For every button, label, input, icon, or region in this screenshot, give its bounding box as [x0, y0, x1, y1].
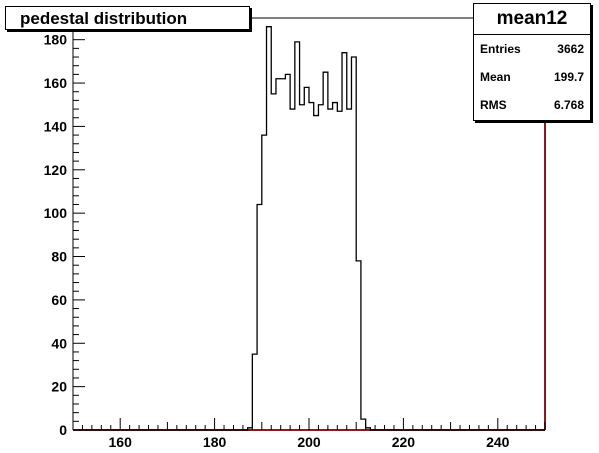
y-axis: 0 20 40 60 80 100 120 140 160 180: [44, 21, 85, 438]
histogram-line: [73, 26, 545, 431]
stats-name: mean12: [474, 4, 590, 35]
stats-row-mean: Mean 199.7: [474, 63, 590, 91]
x-tick-label: 180: [203, 434, 227, 450]
y-tick-label: 120: [44, 162, 68, 178]
x-tick-label: 160: [109, 434, 133, 450]
x-tick-label: 240: [486, 434, 510, 450]
y-tick-label: 0: [59, 422, 67, 438]
y-tick-label: 60: [51, 292, 67, 308]
y-tick-label: 40: [51, 335, 67, 351]
histogram-series: [73, 26, 545, 431]
x-tick-label: 200: [297, 434, 321, 450]
stats-label: RMS: [480, 98, 507, 112]
stats-box: mean12 Entries 3662 Mean 199.7 RMS 6.768: [473, 3, 591, 121]
stats-value: 3662: [557, 42, 584, 56]
x-tick-label: 220: [392, 434, 416, 450]
y-tick-label: 140: [44, 118, 68, 134]
stats-row-rms: RMS 6.768: [474, 91, 590, 119]
y-tick-label: 160: [44, 75, 68, 91]
stats-value: 199.7: [553, 70, 584, 84]
stats-label: Mean: [480, 70, 511, 84]
x-axis: 160 180 200 220 240: [72, 418, 546, 450]
stats-value: 6.768: [553, 98, 584, 112]
y-tick-label: 180: [44, 32, 68, 48]
stats-row-entries: Entries 3662: [474, 35, 590, 63]
chart-title: pedestal distribution: [5, 6, 250, 30]
y-tick-label: 80: [51, 249, 67, 265]
y-tick-label: 100: [44, 205, 68, 221]
stats-label: Entries: [480, 42, 521, 56]
y-tick-label: 20: [51, 379, 67, 395]
